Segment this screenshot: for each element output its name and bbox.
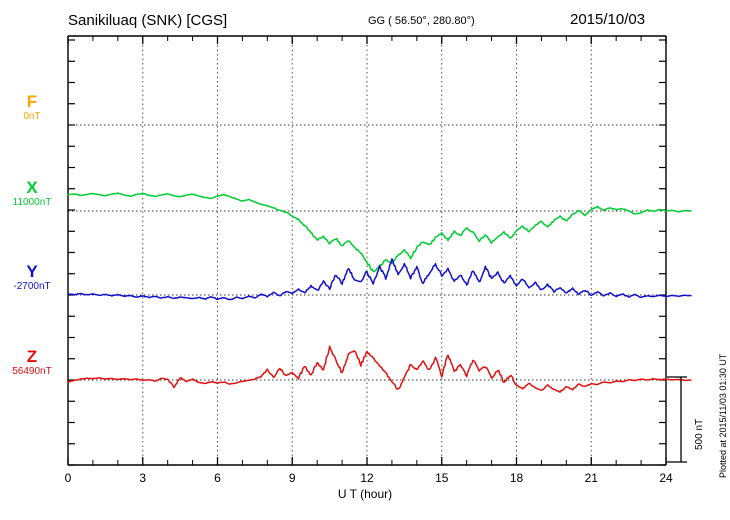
x-tick-label: 6 — [214, 471, 221, 485]
x-tick-label: 24 — [659, 471, 673, 485]
component-letter: F — [26, 92, 38, 111]
x-tick-label: 21 — [584, 471, 598, 485]
trace-y — [67, 258, 692, 301]
plotted-at-annotation: Plotted at 2015/11/03 01:30 UT — [718, 353, 728, 478]
component-baseline-value: 0nT — [23, 111, 41, 122]
geographic-coordinates: GG ( 56.50°, 280.80°) — [368, 15, 475, 27]
x-tick-label: 12 — [360, 471, 374, 485]
component-label-z: Z 56490nT — [0, 348, 64, 377]
x-tick-label: 3 — [139, 471, 147, 485]
component-letter: Y — [26, 262, 38, 281]
component-baseline-value: 11000nT — [12, 197, 52, 208]
observation-date: 2015/10/03 — [570, 11, 646, 28]
x-tick-label: 18 — [509, 471, 524, 485]
x-tick-label: 0 — [64, 471, 72, 485]
x-tick-label: 15 — [435, 471, 449, 485]
x-tick-label: 9 — [288, 471, 296, 485]
trace-z — [67, 345, 692, 393]
station-title: Sanikiluaq (SNK) [CGS] — [68, 12, 228, 29]
component-letter: Z — [26, 347, 38, 366]
component-label-y: Y -2700nT — [0, 263, 64, 292]
x-axis-title: U T (hour) — [337, 487, 393, 501]
component-label-x: X 11000nT — [0, 179, 64, 208]
trace-x — [67, 192, 692, 273]
component-baseline-value: -2700nT — [13, 281, 51, 292]
component-baseline-value: 56490nT — [12, 366, 52, 377]
component-letter: X — [26, 178, 38, 197]
component-label-f: F 0nT — [0, 93, 64, 122]
scale-bar-label: 500 nT — [694, 418, 705, 450]
